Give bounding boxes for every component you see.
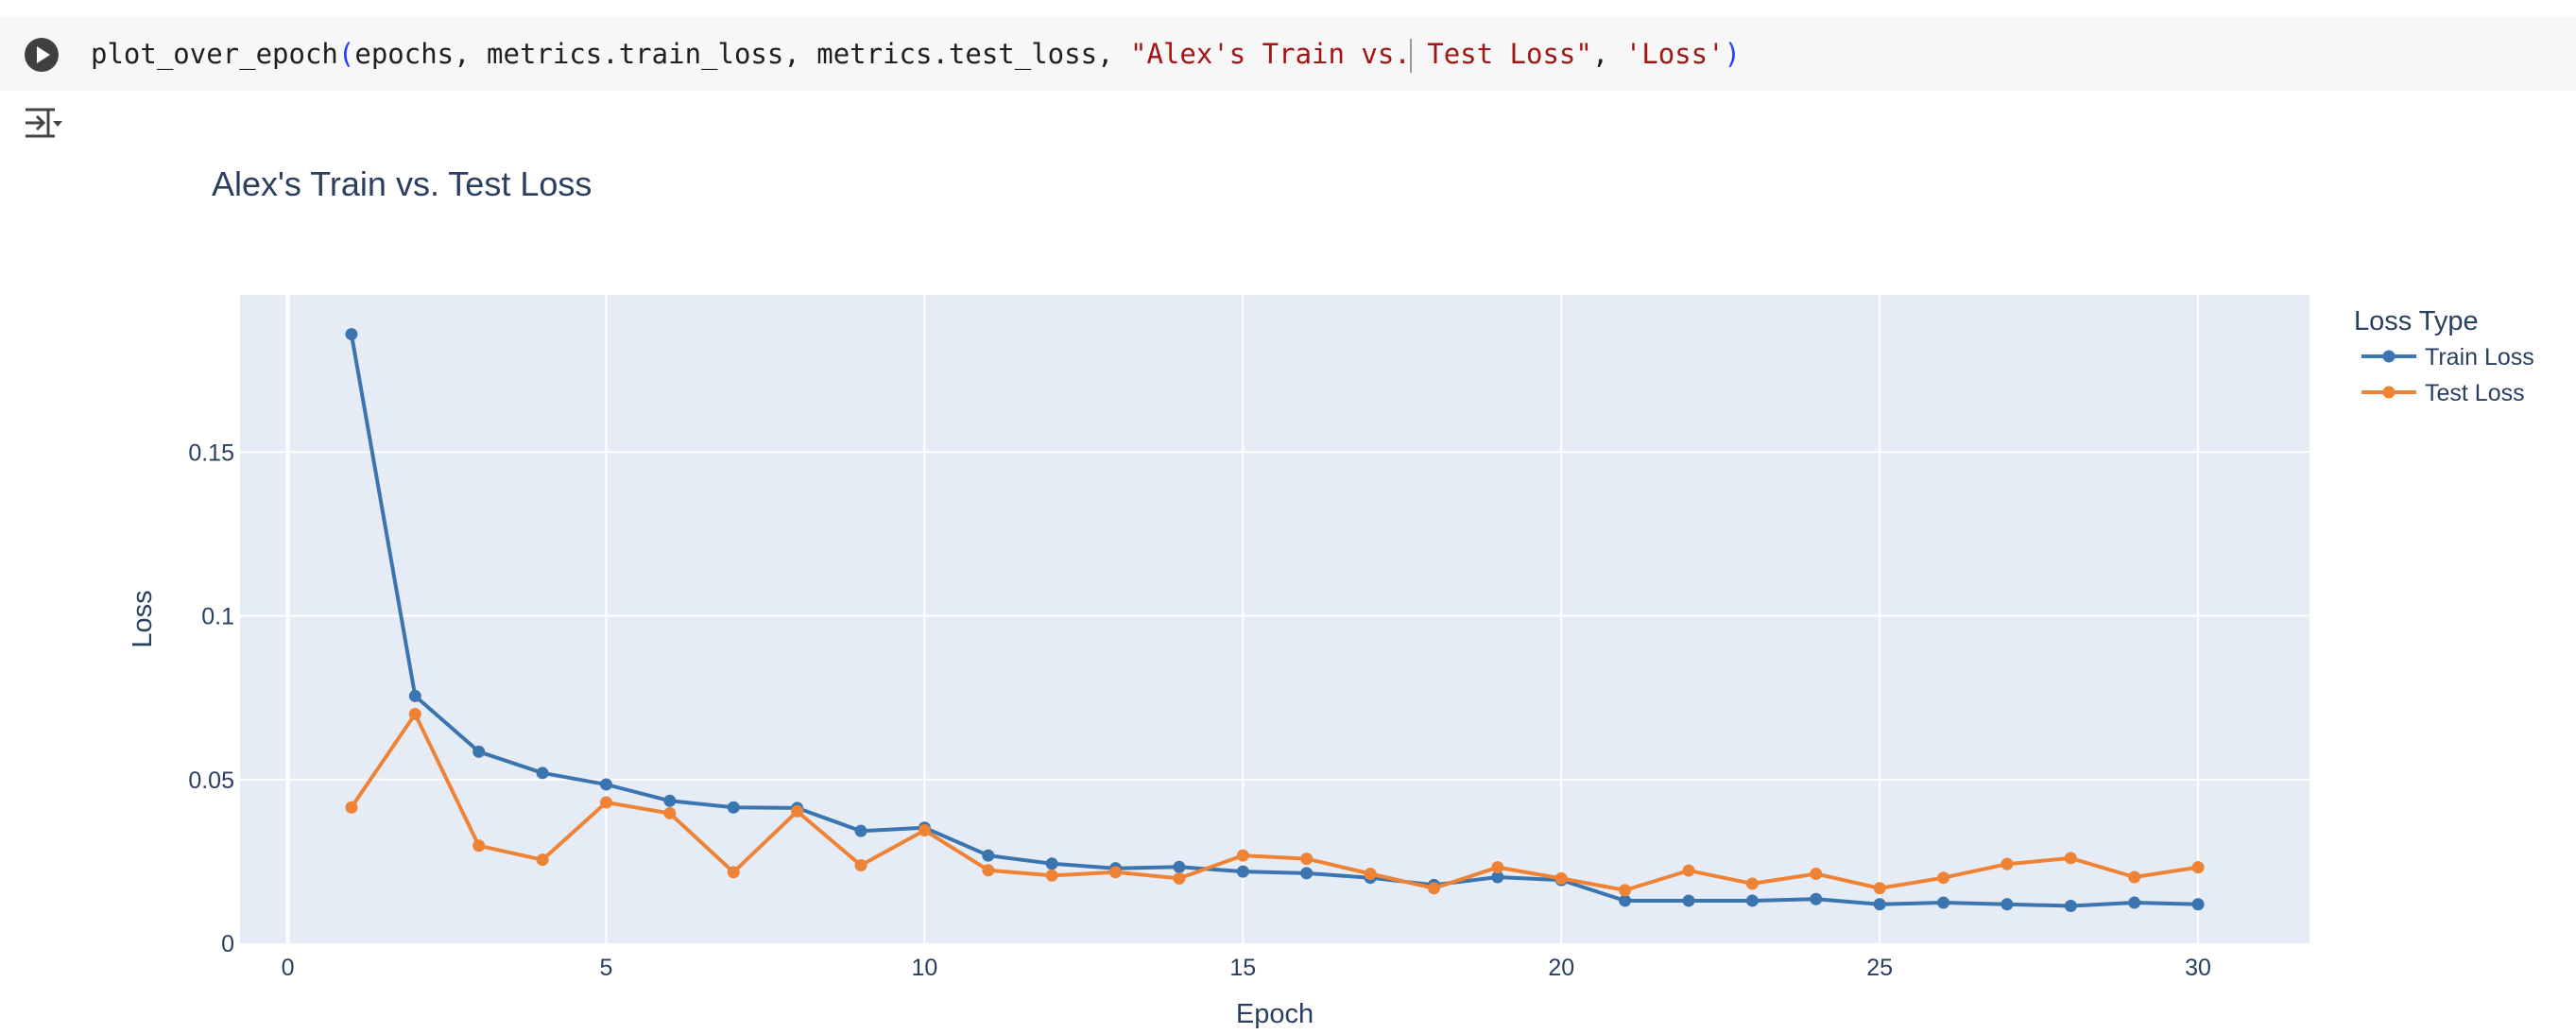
x-tick-label: 20 [1548, 955, 1574, 981]
data-point-test-loss[interactable] [2001, 857, 2014, 870]
data-point-train-loss[interactable] [1300, 867, 1314, 880]
data-point-test-loss[interactable] [1236, 849, 1249, 862]
x-tick-label: 10 [911, 955, 937, 981]
text-cursor [1409, 39, 1412, 73]
data-point-test-loss[interactable] [2064, 852, 2077, 865]
data-point-train-loss[interactable] [1619, 894, 1632, 907]
data-point-test-loss[interactable] [536, 853, 549, 867]
code-cell[interactable]: plot_over_epoch(epochs, metrics.train_lo… [0, 17, 2576, 91]
data-point-test-loss[interactable] [663, 806, 677, 819]
data-point-test-loss[interactable] [1491, 861, 1504, 874]
y-tick-label: 0.05 [188, 767, 234, 794]
data-point-test-loss[interactable] [1937, 871, 1950, 885]
data-point-train-loss[interactable] [2191, 898, 2205, 911]
data-point-train-loss[interactable] [663, 794, 677, 807]
data-point-test-loss[interactable] [345, 801, 358, 814]
plot-area [240, 295, 2310, 943]
y-tick-label: 0.1 [201, 604, 234, 630]
y-tick-label: 0 [221, 931, 234, 957]
data-point-train-loss[interactable] [345, 328, 358, 341]
x-tick-label: 15 [1229, 955, 1256, 981]
data-point-test-loss[interactable] [472, 839, 486, 853]
data-point-test-loss[interactable] [1109, 866, 1123, 879]
output-toggle-button[interactable] [23, 104, 64, 142]
data-point-test-loss[interactable] [1619, 884, 1632, 897]
x-tick-label: 25 [1866, 955, 1893, 981]
data-point-train-loss[interactable] [1491, 870, 1504, 884]
data-point-train-loss[interactable] [2001, 898, 2014, 911]
data-point-test-loss[interactable] [727, 866, 740, 879]
legend: Loss Type Train Loss Test Loss [2354, 306, 2534, 406]
run-cell-button[interactable] [25, 38, 59, 72]
data-point-train-loss[interactable] [1810, 892, 1823, 905]
legend-swatch-marker [2382, 386, 2396, 399]
code-separator: , [1591, 38, 1625, 70]
data-point-train-loss[interactable] [2064, 900, 2077, 913]
data-point-test-loss[interactable] [1745, 877, 1759, 890]
data-point-train-loss[interactable] [982, 849, 995, 862]
y-axis-title: Loss [128, 590, 158, 647]
legend-item-train-loss[interactable]: Train Loss [2361, 344, 2534, 371]
data-point-test-loss[interactable] [982, 864, 995, 877]
data-point-train-loss[interactable] [2128, 896, 2141, 909]
data-point-train-loss[interactable] [472, 745, 486, 758]
code-function-name: plot_over_epoch [91, 38, 338, 70]
data-point-test-loss[interactable] [1810, 868, 1823, 881]
data-point-train-loss[interactable] [599, 778, 612, 791]
data-point-train-loss[interactable] [536, 767, 549, 780]
data-point-test-loss[interactable] [2191, 861, 2205, 874]
code-title-string-part1: "Alex's Train vs. [1129, 38, 1411, 70]
data-point-train-loss[interactable] [1045, 857, 1058, 870]
code-line[interactable]: plot_over_epoch(epochs, metrics.train_lo… [91, 36, 1742, 73]
output-collapse-icon [26, 108, 62, 138]
code-args: epochs, metrics.train_loss, metrics.test… [354, 38, 1130, 70]
code-close-paren: ) [1724, 38, 1742, 70]
chart-title: Alex's Train vs. Test Loss [212, 164, 592, 203]
data-point-train-loss[interactable] [1873, 898, 1886, 911]
data-point-test-loss[interactable] [1682, 864, 1695, 877]
x-tick-label: 5 [600, 955, 613, 981]
data-point-test-loss[interactable] [1364, 868, 1377, 881]
x-tick-label: 30 [2185, 955, 2211, 981]
data-point-test-loss[interactable] [1554, 871, 1568, 885]
code-title-string-part2: Test Loss" [1410, 38, 1592, 70]
data-point-test-loss[interactable] [1300, 853, 1314, 866]
code-open-paren: ( [337, 38, 355, 70]
data-point-train-loss[interactable] [1173, 860, 1186, 873]
data-point-test-loss[interactable] [1045, 869, 1058, 882]
data-point-train-loss[interactable] [1745, 894, 1759, 907]
series-test-loss [345, 707, 2205, 897]
data-point-test-loss[interactable] [918, 823, 931, 836]
legend-label: Test Loss [2425, 380, 2525, 406]
legend-title: Loss Type [2354, 306, 2479, 336]
legend-item-test-loss[interactable]: Test Loss [2361, 380, 2525, 406]
data-point-test-loss[interactable] [791, 804, 804, 818]
data-point-test-loss[interactable] [408, 707, 421, 720]
data-point-test-loss[interactable] [1173, 871, 1186, 885]
series-line-train-loss [349, 334, 2199, 908]
data-point-test-loss[interactable] [2128, 870, 2141, 884]
data-point-train-loss[interactable] [727, 801, 740, 814]
data-point-test-loss[interactable] [599, 796, 612, 809]
data-point-test-loss[interactable] [1873, 882, 1886, 895]
data-point-train-loss[interactable] [408, 689, 421, 702]
data-point-train-loss[interactable] [1236, 865, 1249, 878]
data-point-train-loss[interactable] [854, 824, 867, 837]
legend-label: Train Loss [2425, 344, 2534, 371]
data-point-test-loss[interactable] [1427, 882, 1440, 895]
x-axis-title: Epoch [1236, 999, 1314, 1029]
play-circle-icon [37, 46, 50, 63]
y-tick-label: 0.15 [188, 439, 234, 466]
data-point-test-loss[interactable] [854, 859, 867, 872]
data-point-train-loss[interactable] [1682, 894, 1695, 907]
x-tick-label: 0 [282, 955, 295, 981]
data-point-train-loss[interactable] [1937, 896, 1950, 909]
series-line-test-loss [350, 712, 2199, 892]
code-ylabel-string: 'Loss' [1624, 38, 1725, 70]
legend-swatch-marker [2382, 350, 2396, 363]
